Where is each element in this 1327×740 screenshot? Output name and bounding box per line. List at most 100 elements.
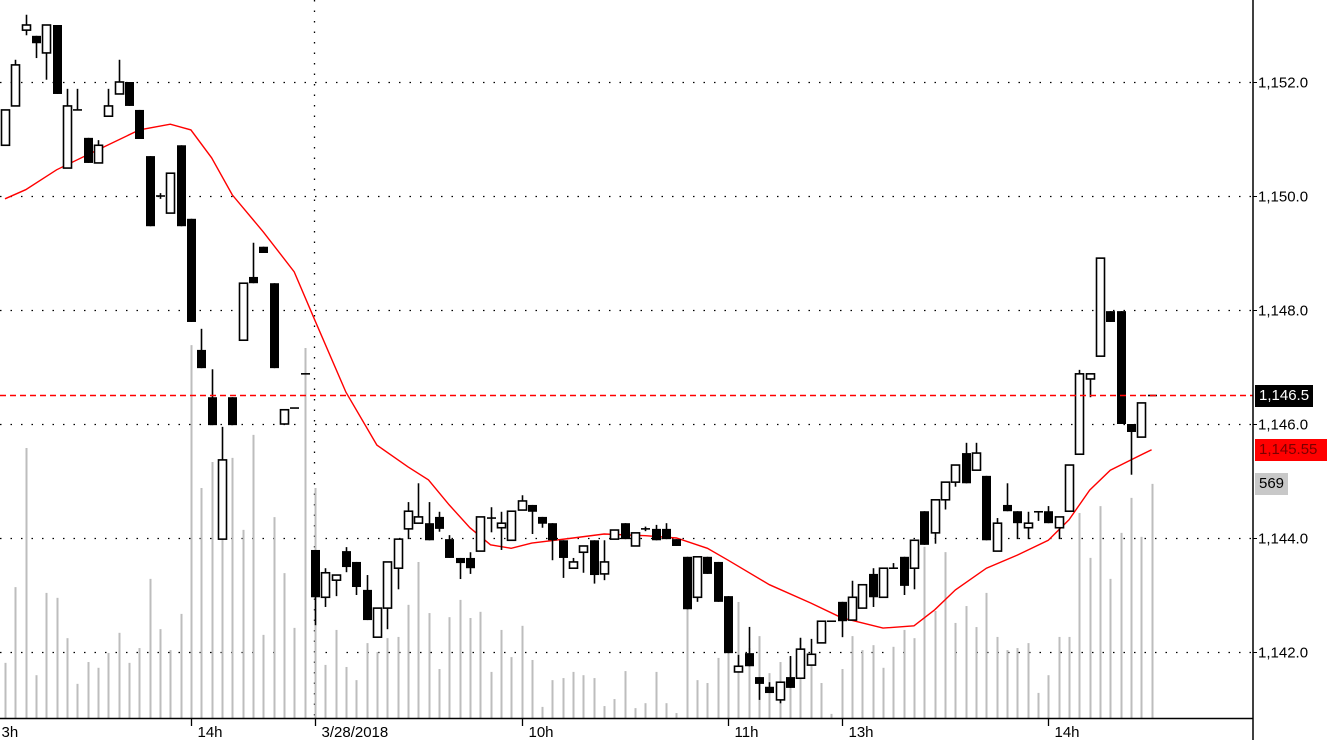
candle-body-down: [559, 540, 568, 558]
candle-body-down: [662, 528, 671, 540]
candle-body-up: [41, 24, 52, 54]
candle: [156, 193, 165, 199]
candle: [745, 626, 754, 667]
candle: [1013, 511, 1022, 540]
candle: [1085, 373, 1096, 398]
candle: [765, 682, 774, 694]
candle-body-down: [177, 145, 186, 227]
volume-bars: [4, 345, 1154, 718]
candle: [869, 568, 878, 607]
candle-body-up: [1064, 464, 1075, 513]
candle-body-down: [714, 561, 723, 602]
candle: [496, 511, 507, 550]
candle: [177, 145, 186, 227]
candle-body-down: [1117, 311, 1126, 424]
candle-body-down: [435, 516, 444, 529]
candle-body-down: [84, 137, 93, 163]
candle: [578, 545, 589, 573]
candle-body-down: [745, 653, 754, 667]
candle: [909, 539, 920, 590]
candles: [0, 14, 1157, 704]
candle-body-up: [816, 620, 827, 644]
candle: [847, 580, 858, 621]
candle-body-up: [103, 105, 114, 118]
candle: [662, 523, 671, 540]
candle: [311, 549, 320, 626]
candle-body-up: [599, 561, 610, 575]
candle: [103, 88, 114, 118]
candle-body-up: [1054, 516, 1065, 529]
candle-body-up: [878, 567, 889, 599]
candle: [0, 109, 11, 147]
candle: [413, 483, 424, 524]
candle: [838, 601, 847, 638]
moving-average-badge: 1,145.55: [1255, 438, 1327, 461]
candle-body-down: [32, 35, 41, 44]
candle: [775, 681, 786, 704]
candle-body-down: [538, 516, 547, 524]
candle: [197, 328, 206, 369]
candle: [652, 524, 661, 541]
candle: [599, 540, 610, 581]
candle: [382, 561, 393, 630]
candle: [62, 88, 73, 169]
candle-body-up: [630, 532, 641, 547]
candle-body-down: [352, 561, 361, 588]
candle-body-down: [621, 523, 630, 540]
candle: [93, 140, 104, 164]
candle-body-down: [125, 82, 134, 106]
candle: [703, 556, 712, 574]
candle: [683, 556, 692, 610]
candle: [1064, 464, 1075, 513]
candle: [187, 218, 196, 322]
candle: [270, 283, 279, 369]
candle-body-up: [950, 464, 961, 483]
candle-body-up: [0, 109, 11, 147]
candle-body-down: [962, 453, 971, 484]
candle-body-up: [382, 561, 393, 609]
candle-body-down: [208, 397, 217, 426]
candle: [342, 547, 351, 573]
candle: [259, 246, 268, 253]
candle: [466, 552, 475, 574]
candle-body-up: [496, 522, 507, 529]
candle-body-down: [900, 556, 909, 586]
y-tick-label: 1,150.0: [1258, 189, 1308, 206]
candle-body-up: [733, 665, 744, 673]
candle-body-up: [1074, 373, 1085, 456]
candle-body-up: [795, 648, 806, 680]
candle-body-up: [165, 172, 176, 214]
candle-body-down: [1003, 504, 1012, 512]
candle: [630, 532, 641, 547]
y-tick-label: 1,148.0: [1258, 303, 1308, 320]
candle: [363, 575, 372, 621]
candle-body-down: [590, 540, 599, 576]
candle-body-up: [847, 596, 858, 621]
candle: [950, 464, 961, 487]
candle: [84, 137, 93, 163]
candle: [724, 596, 733, 654]
candle: [53, 25, 62, 94]
x-tick-label: 3h: [2, 724, 19, 740]
candle: [548, 523, 557, 561]
candle-body-up: [568, 561, 579, 570]
candle-body-up: [217, 459, 228, 540]
candle-body-down: [528, 504, 537, 512]
candle: [878, 567, 889, 599]
candle-body-up: [506, 510, 517, 542]
candle: [445, 535, 454, 558]
candle: [568, 557, 579, 570]
y-tick-label: 1,152.0: [1258, 75, 1308, 92]
candle-body-down: [1106, 311, 1115, 322]
candle: [475, 516, 486, 552]
candle: [590, 540, 599, 584]
candle-body-down: [197, 349, 206, 369]
x-tick-label: 13h: [849, 724, 874, 740]
candle-body-down: [548, 523, 557, 541]
candle-body-down: [1013, 511, 1022, 524]
candle-body-up: [10, 64, 21, 107]
candle: [435, 511, 444, 532]
candle: [672, 539, 681, 546]
candle-body-down: [363, 589, 372, 621]
